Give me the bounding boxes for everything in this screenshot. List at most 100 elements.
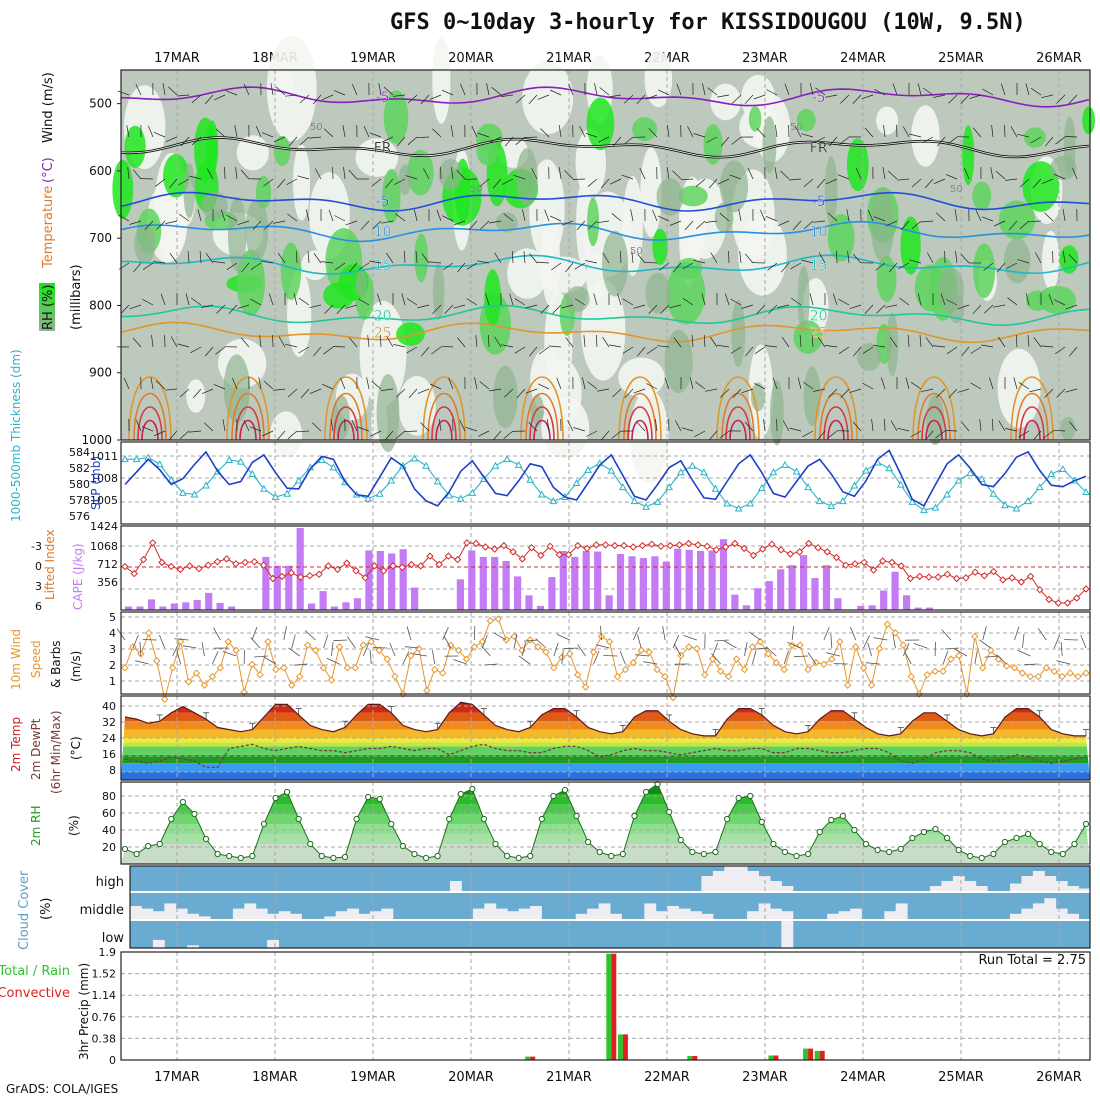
wind-speed-marker (891, 629, 900, 637)
wind-barb (816, 178, 826, 189)
thickness-marker (688, 461, 697, 469)
surface-wind-barb (833, 663, 848, 665)
rh-tick-label: 60 (102, 807, 116, 820)
cape-bar (536, 605, 545, 610)
wind-barb (873, 344, 886, 348)
cape-bar (468, 550, 476, 610)
panel-frame (129, 865, 1091, 949)
wind-barb (1010, 126, 1018, 138)
wind-barb (910, 430, 922, 438)
thickness-marker (549, 497, 558, 505)
wind-barb (312, 422, 322, 432)
wind-barb (323, 346, 334, 355)
wind-barb (864, 304, 874, 315)
lifted-index-marker (232, 560, 240, 568)
wind-barb (961, 346, 970, 357)
wind-barb (676, 83, 682, 96)
surface-isotherm-lobe (427, 392, 461, 441)
wind-barb (243, 83, 250, 96)
wind-barb (489, 388, 502, 392)
cape-bar (273, 565, 281, 610)
cape-tick-label: 712 (97, 558, 118, 571)
surface-isotherm-lobe (921, 406, 947, 441)
cape-tick-label: 1424 (90, 520, 118, 533)
wind-speed-marker (637, 646, 645, 655)
thickness-marker (1082, 488, 1090, 496)
wind-barb (998, 336, 1006, 348)
wind-barb (1062, 209, 1066, 222)
rh-marker (967, 852, 974, 860)
wind-barb (598, 136, 610, 143)
surface-wind-barb (513, 634, 518, 649)
wind-barb (406, 346, 418, 354)
cloud-unit-title: (%) (39, 898, 54, 921)
wind-barb (919, 334, 922, 348)
wind-barb (1054, 346, 1066, 355)
wind-barb (948, 94, 958, 104)
wind10-axis-speed: Speed (29, 640, 43, 678)
wind-barb (825, 345, 838, 348)
wind-barb (600, 430, 610, 441)
cape-bar (147, 599, 156, 610)
surface-wind-barb (139, 641, 142, 657)
surface-isotherm-lobe (725, 406, 751, 441)
rh-moist-patch (827, 213, 855, 262)
wind-barb (448, 377, 454, 390)
wind-barb (782, 420, 790, 432)
thickness-marker (1059, 464, 1067, 473)
wind-barb (922, 87, 934, 96)
surface-wind-barb (182, 645, 197, 649)
wind-barb (777, 220, 790, 227)
cape-bar (891, 571, 899, 610)
temp-band (121, 771, 1090, 780)
cape-bar (571, 556, 579, 610)
wind-barb (204, 346, 214, 357)
surface-wind-barb (979, 639, 991, 649)
cape-bar (285, 565, 293, 610)
surface-wind-barb (826, 652, 840, 657)
wind-barb (1032, 178, 1042, 189)
cloud-cell-high (770, 881, 782, 891)
surface-wind-barb (1060, 641, 1063, 657)
rh-moist-patch (998, 200, 1035, 240)
thickness-tick-label: 576 (69, 510, 90, 523)
wind-speed-marker (724, 672, 733, 681)
rh-mid-patch (355, 269, 367, 298)
cloud-cell-middle (347, 908, 359, 919)
rh-marker (596, 848, 603, 856)
wind-barb (621, 174, 634, 180)
date-label-top: 24MAR (840, 51, 886, 66)
wind-barb (179, 388, 190, 398)
rh-moist-patch (972, 181, 992, 211)
wind-speed-marker (176, 637, 185, 646)
wind-barb (814, 136, 826, 144)
rh-marker (943, 834, 951, 842)
wind-barb (475, 335, 478, 348)
lifted-index-marker (213, 557, 222, 566)
wind-barb (287, 388, 298, 398)
wind-barb (330, 419, 334, 432)
slp-tick-label: 1005 (90, 494, 118, 507)
rh-marker (133, 850, 140, 858)
surface-wind-barb (132, 634, 139, 649)
wind-barb (348, 169, 358, 180)
wind-barb (1056, 388, 1066, 398)
wind-barb (474, 377, 478, 390)
date-label-bottom: 22MAR (644, 1070, 690, 1085)
wind-speed-marker (216, 664, 225, 672)
wind-barb (349, 262, 358, 273)
rh-mid-patch (332, 395, 350, 440)
panel-frame (120, 781, 1091, 865)
rh-marker (457, 790, 464, 798)
wind-barb (514, 346, 526, 354)
date-label-top: 25MAR (938, 51, 984, 66)
surface-wind-barb (442, 627, 449, 641)
rh-moist-patch (586, 97, 615, 151)
wind-barb (394, 178, 406, 185)
thickness-marker (271, 492, 280, 500)
wind-barb (933, 94, 946, 98)
wind-barb (117, 90, 130, 96)
wind-barb (744, 94, 754, 105)
cloud-cell-high (1021, 876, 1034, 891)
wind-barb (832, 293, 838, 306)
